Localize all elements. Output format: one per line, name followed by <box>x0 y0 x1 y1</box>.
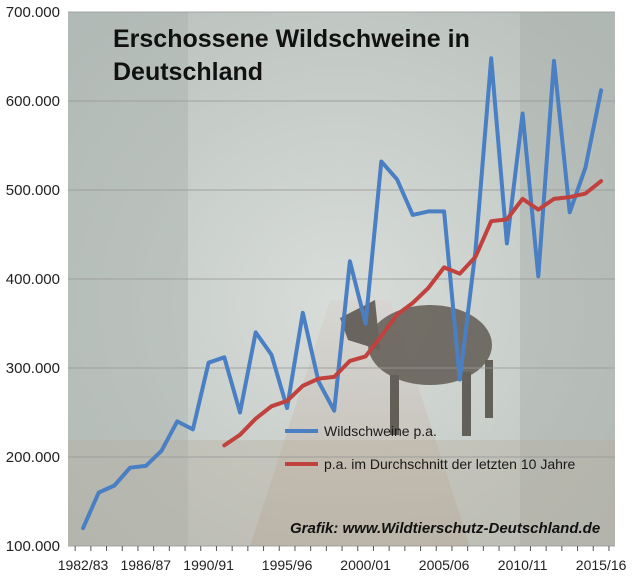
x-tick-label: 1995/96 <box>262 557 313 573</box>
x-tick-label: 1990/91 <box>183 557 234 573</box>
x-tick-label: 2005/06 <box>419 557 470 573</box>
y-tick-label: 200.000 <box>6 449 60 466</box>
y-axis: 100.000 200.000 300.000 400.000 500.000 600.0… <box>6 4 60 555</box>
legend-label-average: p.a. im Durchschnitt der letzten 10 Jahr… <box>324 456 576 472</box>
y-tick-label: 400.000 <box>6 271 60 288</box>
credit-text: Grafik: www.Wildtierschutz-Deutschland.d… <box>290 520 600 537</box>
chart-title-line-2: Deutschland <box>113 58 263 86</box>
x-tick-label: 1986/87 <box>120 557 171 573</box>
y-tick-label: 100.000 <box>6 538 60 555</box>
y-tick-label: 600.000 <box>6 93 60 110</box>
x-axis: 1982/83 1986/87 1990/91 1995/96 2000/01 2005/… <box>58 546 627 573</box>
chart-title-line-1: Erschossene Wildschweine in <box>113 25 470 53</box>
x-tick-label: 2010/11 <box>498 557 548 573</box>
y-tick-label: 300.000 <box>6 360 60 377</box>
series-layer <box>81 56 604 531</box>
y-tick-label: 700.000 <box>6 4 60 21</box>
series-line-wildschweine <box>81 56 604 531</box>
x-tick-label: 1982/83 <box>58 557 109 573</box>
legend: Wildschweine p.a. p.a. im Durchschnitt d… <box>285 423 576 472</box>
y-tick-label: 500.000 <box>6 182 60 199</box>
legend-label-wildschweine: Wildschweine p.a. <box>324 423 437 439</box>
x-tick-label: 2015/16 <box>576 557 627 573</box>
x-tick-label: 2000/01 <box>340 557 391 573</box>
gridlines <box>68 11 615 547</box>
